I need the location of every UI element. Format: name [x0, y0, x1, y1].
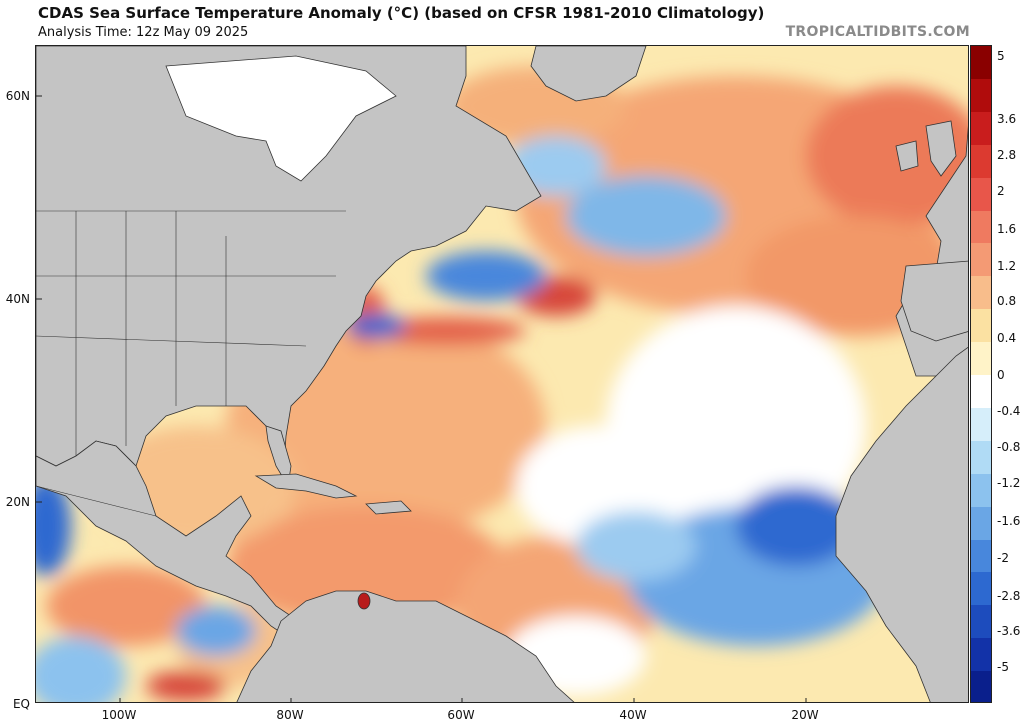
colorbar-tick-label: 5: [997, 49, 1005, 63]
colorbar-tick-label: 2: [997, 184, 1005, 198]
colorbar-segment: [971, 210, 991, 245]
colorbar-segment: [971, 309, 991, 344]
ticks: [36, 95, 807, 702]
colorbar-tick-label: -2: [997, 551, 1009, 565]
chart-title: CDAS Sea Surface Temperature Anomaly (°C…: [38, 4, 765, 22]
colorbar-tick-label: -1.6: [997, 514, 1021, 528]
british-isles: [925, 120, 957, 177]
south-america: [236, 590, 575, 702]
colorbar-segment: [971, 638, 991, 673]
analysis-time: Analysis Time: 12z May 09 2025: [38, 25, 249, 40]
colorbar-segment: [971, 111, 991, 146]
colorbar-segment: [971, 671, 991, 702]
source-brand: TROPICALTIDBITS.COM: [785, 24, 970, 40]
colorbar-tick-label: 2.8: [997, 148, 1017, 162]
ireland: [895, 140, 919, 172]
lon-label-40w: 40W: [619, 708, 647, 722]
colorbar-segment: [971, 144, 991, 179]
colorbar-segment: [971, 243, 991, 278]
colorbar-tick-label: -1.2: [997, 476, 1021, 490]
africa: [835, 346, 968, 702]
colorbar-tick-label: 1.2: [997, 259, 1017, 273]
mexico-central-america: [36, 440, 292, 637]
colorbar-segment: [971, 572, 991, 607]
colorbar-tick-label: -2.8: [997, 589, 1021, 603]
colorbar-tick-label: -3.6: [997, 624, 1021, 638]
lon-label-20w: 20W: [791, 708, 819, 722]
lon-label-80w: 80W: [276, 708, 304, 722]
colorbar-tick-label: -5: [997, 660, 1009, 674]
colorbar-segment: [971, 78, 991, 113]
colorbar-segment: [971, 506, 991, 541]
lat-label-40n: 40N: [5, 292, 30, 306]
colorbar-tick-label: -0.4: [997, 404, 1021, 418]
colorbar: [970, 45, 992, 703]
colorbar-segment: [971, 440, 991, 475]
colorbar-tick-label: 3.6: [997, 112, 1017, 126]
colorbar-segment: [971, 342, 991, 376]
colorbar-segment: [971, 375, 991, 409]
greenland: [530, 46, 647, 102]
colorbar-tick-label: 1.6: [997, 222, 1017, 236]
iberia: [900, 260, 968, 342]
sst-anomaly-map: [35, 45, 969, 703]
lat-label-60n: 60N: [5, 89, 30, 103]
colorbar-segment: [971, 407, 991, 442]
cuba: [254, 473, 358, 499]
colorbar-segment: [971, 605, 991, 640]
hudson-bay: [165, 55, 397, 182]
map-canvas: [36, 46, 968, 702]
colorbar-tick-label: 0.4: [997, 331, 1017, 345]
lon-label-100w: 100W: [101, 708, 137, 722]
colorbar-segment: [971, 539, 991, 574]
lake-maracaibo: [357, 592, 371, 610]
lat-label-20n: 20N: [5, 495, 30, 509]
lat-label-eq: EQ: [12, 697, 30, 711]
colorbar-tick-label: 0: [997, 368, 1005, 382]
lon-label-60w: 60W: [447, 708, 475, 722]
land: [36, 46, 968, 702]
political-borders: [36, 210, 346, 517]
colorbar-segment: [971, 177, 991, 212]
hispaniola: [365, 500, 412, 515]
colorbar-segment: [971, 276, 991, 311]
colorbar-segment: [971, 473, 991, 508]
colorbar-tick-label: 0.8: [997, 294, 1017, 308]
colorbar-tick-label: -0.8: [997, 440, 1021, 454]
colorbar-segment: [971, 46, 991, 80]
